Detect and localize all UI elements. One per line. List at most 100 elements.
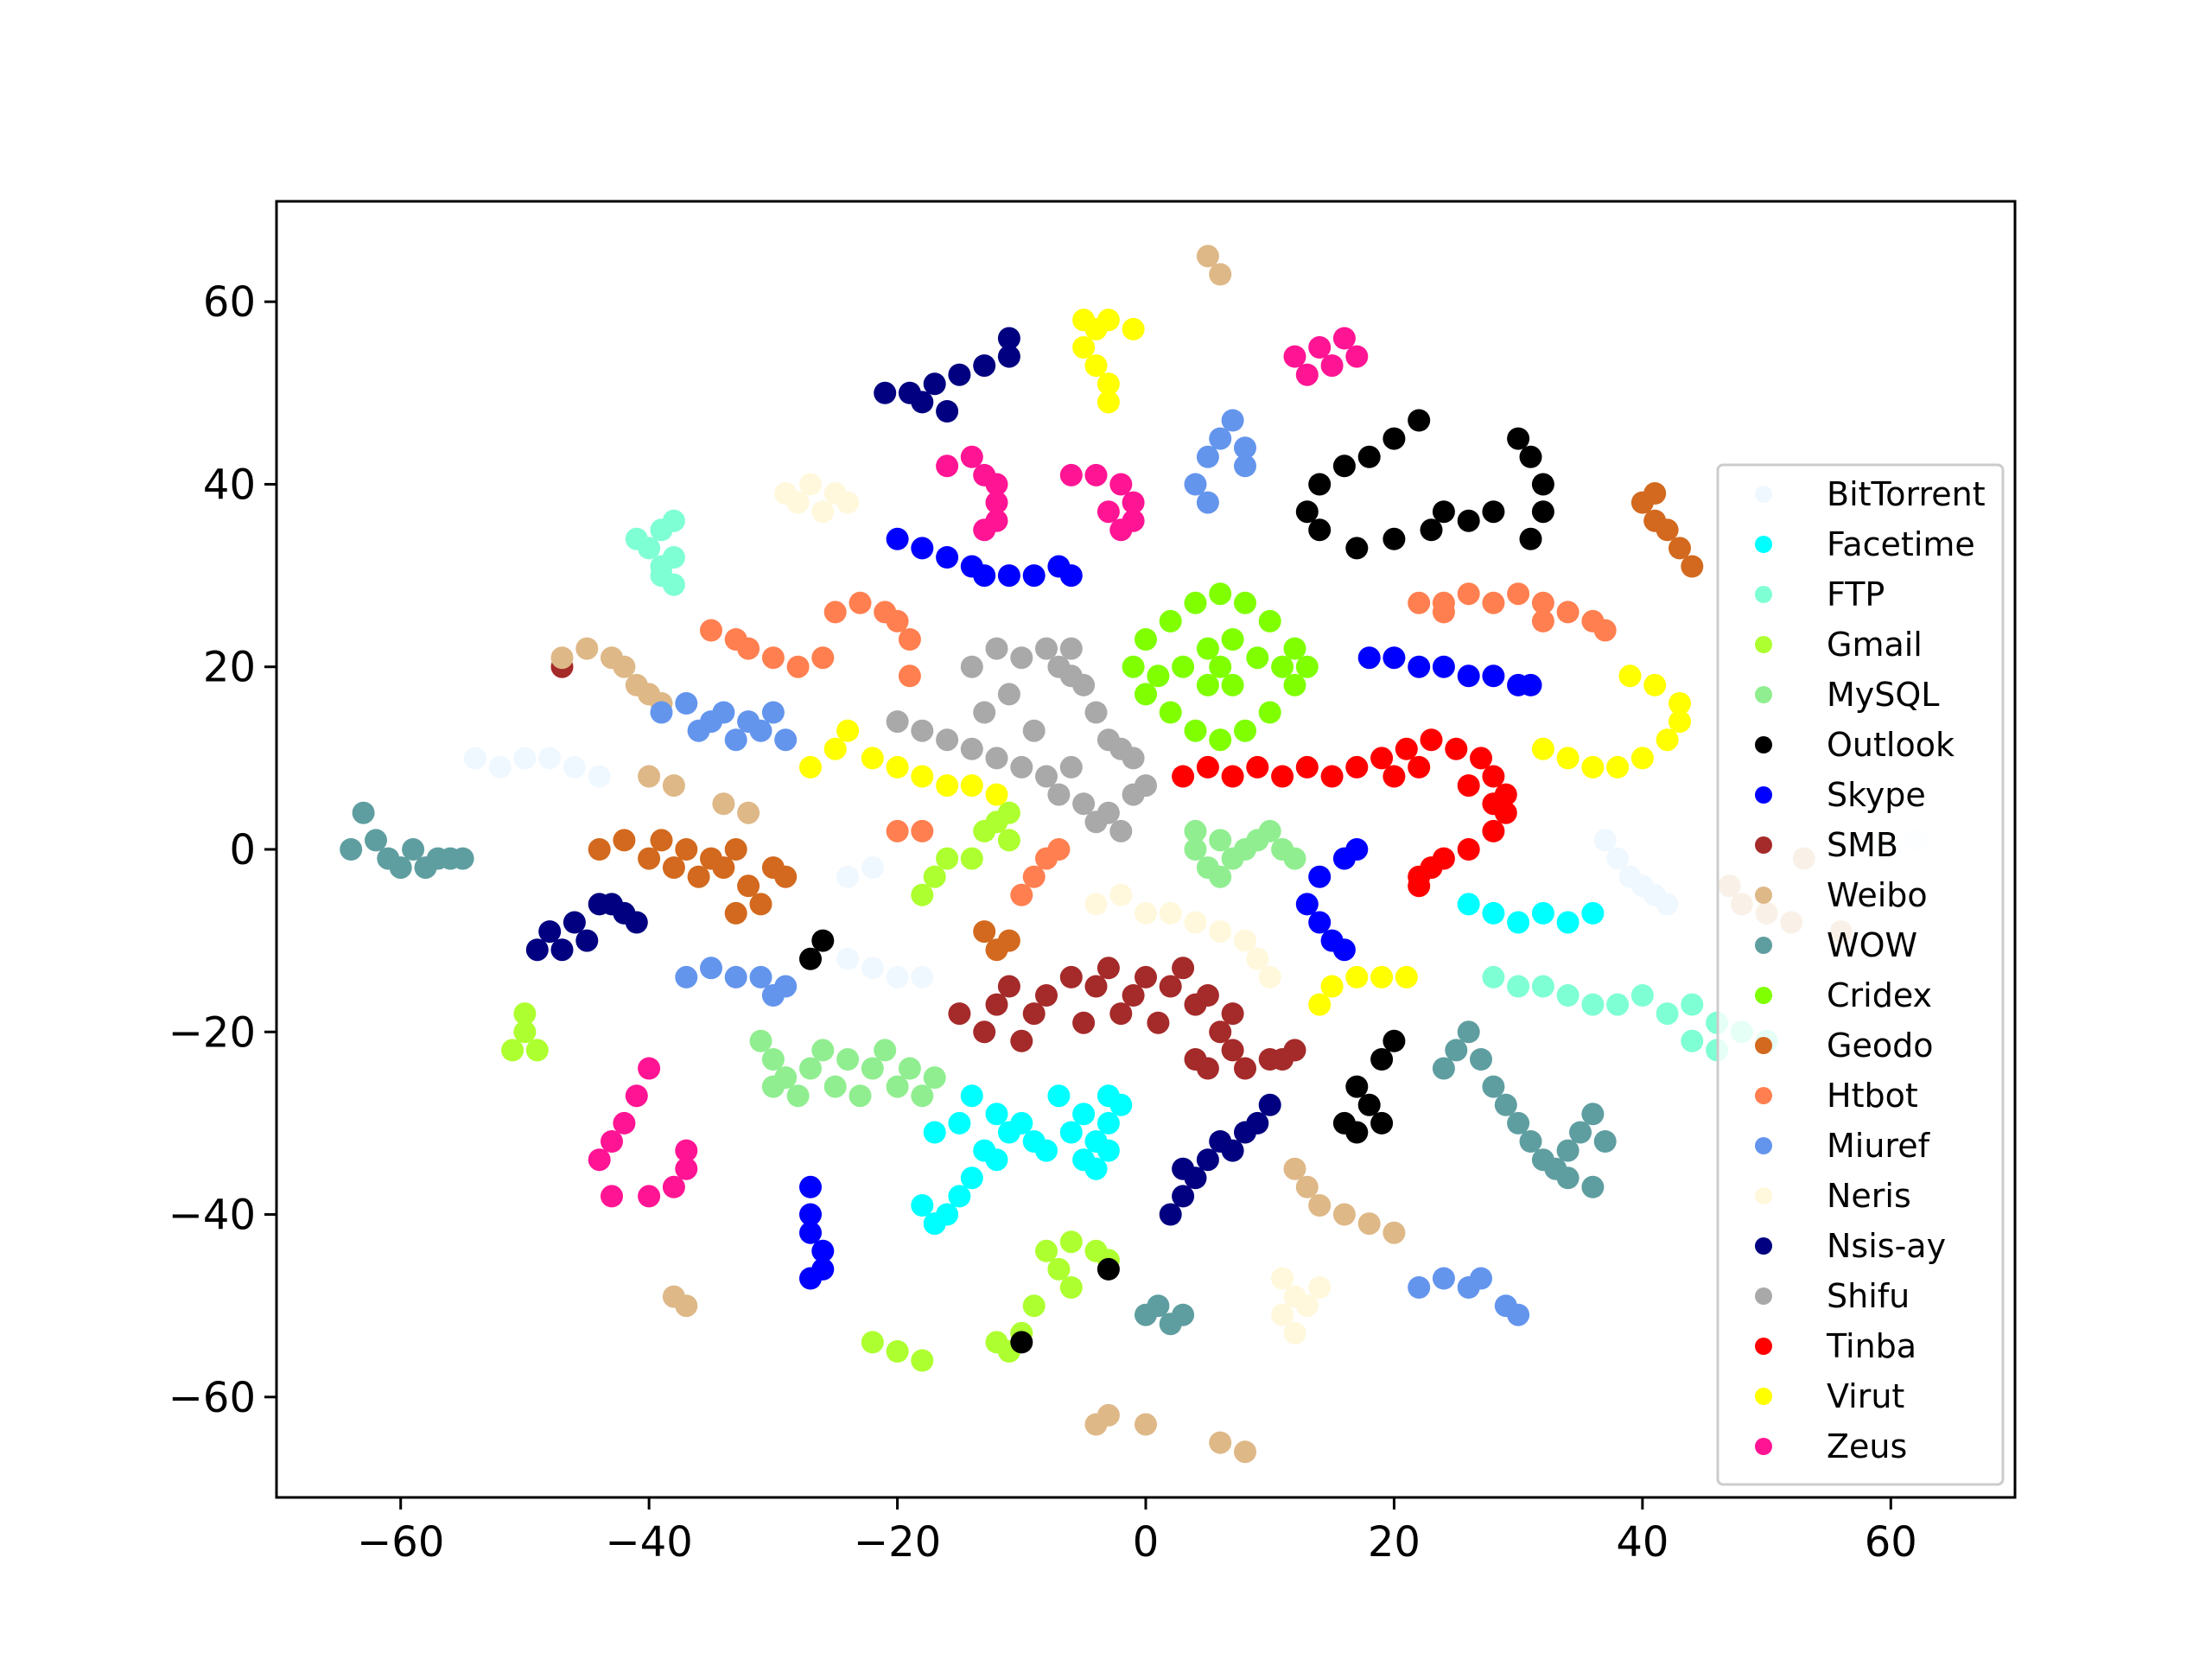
data-point <box>1420 728 1443 752</box>
series-miuref <box>650 409 1530 1326</box>
data-point <box>997 801 1020 824</box>
data-point <box>737 637 760 660</box>
legend-marker <box>1755 937 1772 954</box>
data-point <box>1345 1121 1369 1144</box>
data-point <box>1283 1321 1306 1344</box>
data-point <box>1382 646 1406 670</box>
data-point <box>1283 637 1306 660</box>
data-point <box>1234 591 1256 614</box>
data-point <box>960 737 983 760</box>
data-point <box>861 856 884 880</box>
data-point <box>786 655 810 678</box>
data-point <box>1135 965 1157 988</box>
data-point <box>749 719 772 742</box>
data-point <box>911 1194 934 1217</box>
data-point <box>613 829 636 852</box>
legend-label: Cridex <box>1827 976 1932 1014</box>
data-point <box>1308 518 1332 542</box>
data-point <box>960 1084 983 1108</box>
data-point <box>985 1103 1008 1126</box>
data-point <box>1382 427 1406 450</box>
data-point <box>1531 473 1554 496</box>
data-point <box>1519 673 1542 696</box>
data-point <box>1283 1039 1306 1062</box>
data-point <box>1122 984 1145 1007</box>
data-point <box>1581 1103 1605 1126</box>
data-point <box>1209 728 1232 752</box>
data-point <box>538 747 562 770</box>
data-point <box>575 929 599 952</box>
data-point <box>1593 619 1617 642</box>
data-point <box>985 993 1008 1016</box>
legend-marker <box>1755 1087 1772 1104</box>
series-skype <box>799 527 1542 1290</box>
data-point <box>1084 975 1108 998</box>
data-point <box>1184 819 1207 842</box>
data-point <box>1482 591 1505 614</box>
data-point <box>936 546 959 569</box>
data-point <box>1035 637 1058 660</box>
legend-label: Miuref <box>1827 1127 1931 1165</box>
data-point <box>1556 1139 1580 1162</box>
data-point <box>365 829 387 852</box>
data-point <box>1196 245 1219 268</box>
data-point <box>861 957 884 980</box>
data-point <box>886 710 909 734</box>
data-point <box>973 920 996 944</box>
data-point <box>1096 1257 1120 1281</box>
data-point <box>799 1221 822 1244</box>
data-point <box>823 601 847 624</box>
data-point <box>1581 901 1605 925</box>
legend-marker <box>1755 486 1772 503</box>
data-point <box>973 518 996 542</box>
data-point <box>936 400 959 423</box>
data-point <box>911 537 934 560</box>
data-point <box>948 1185 971 1208</box>
y-tick-label: −60 <box>168 1374 256 1422</box>
data-point <box>1159 609 1182 632</box>
legend-marker <box>1755 887 1772 904</box>
data-point <box>774 865 798 888</box>
data-point <box>911 1084 934 1108</box>
data-point <box>389 856 412 880</box>
data-point <box>1643 482 1667 505</box>
data-point <box>1308 911 1332 934</box>
data-point <box>1606 993 1630 1016</box>
data-point <box>1246 1111 1269 1135</box>
data-point <box>1457 774 1480 798</box>
data-point <box>761 701 785 724</box>
data-point <box>675 692 698 715</box>
data-point <box>1643 673 1667 696</box>
data-point <box>1507 582 1530 606</box>
data-point <box>1320 765 1344 788</box>
data-point <box>1519 527 1542 550</box>
data-point <box>1630 747 1654 770</box>
data-point <box>1618 664 1642 688</box>
data-point <box>1172 1185 1195 1208</box>
data-point <box>823 737 847 760</box>
data-point <box>874 381 897 404</box>
data-point <box>861 1057 884 1080</box>
data-point <box>1196 491 1219 514</box>
data-point <box>724 965 747 988</box>
data-point <box>1096 957 1120 980</box>
data-point <box>1382 765 1406 788</box>
legend-marker <box>1755 1287 1772 1305</box>
data-point <box>563 755 586 779</box>
legend-label: Facetime <box>1827 525 1975 563</box>
data-point <box>774 728 798 752</box>
data-point <box>588 838 611 861</box>
data-point <box>1519 1130 1542 1153</box>
data-point <box>1656 728 1679 752</box>
series-tinba <box>1172 728 1517 898</box>
data-point <box>997 683 1020 706</box>
data-point <box>1072 1011 1096 1034</box>
data-point <box>1408 591 1431 614</box>
data-point <box>1531 901 1554 925</box>
data-point <box>1408 655 1431 678</box>
y-tick-label: −20 <box>168 1008 256 1057</box>
data-point <box>687 865 710 888</box>
data-point <box>1556 1166 1580 1190</box>
data-point <box>1159 975 1182 998</box>
legend-label: Nsis-ay <box>1827 1227 1946 1265</box>
